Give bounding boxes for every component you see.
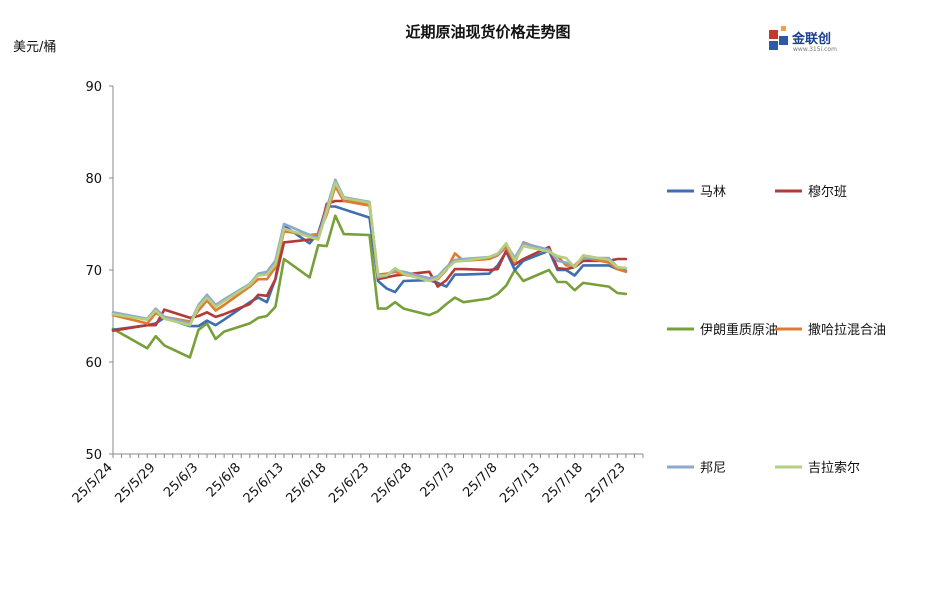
legend-label: 马林 [700,185,726,200]
x-tick-label: 25/6/23 [326,460,372,506]
legend-label: 穆尔班 [808,185,847,200]
x-tick-label: 25/6/13 [241,460,287,506]
brand-logo: 金联创 www.315i.com [769,26,837,53]
x-tick-label: 25/7/18 [540,460,586,506]
legend-label: 邦尼 [700,461,726,476]
y-tick-label: 70 [85,264,102,279]
x-tick-label: 25/7/13 [497,460,543,506]
logo-mark-icon [769,26,788,50]
x-tick-label: 25/5/24 [70,460,116,506]
x-tick-label: 25/7/23 [583,460,629,506]
legend-label: 吉拉索尔 [808,461,860,476]
series-lines [111,178,628,359]
x-tick-label: 25/7/8 [460,460,500,500]
x-tick-label: 25/6/8 [204,460,244,500]
logo-text: 金联创 [791,31,831,47]
logo-subtext: www.315i.com [793,46,837,53]
x-tick-label: 25/5/29 [113,460,159,506]
chart-title: 近期原油现货价格走势图 [405,23,570,41]
series-line-5 [111,181,628,327]
x-tick-label: 25/6/18 [283,460,329,506]
series-line-0 [111,205,628,332]
y-tick-label: 90 [85,80,102,95]
x-tick-label: 25/6/3 [161,460,201,500]
y-tick-label: 80 [85,172,102,187]
axes: 50 60 70 80 90 [85,80,644,463]
y-tick-label: 60 [85,356,102,371]
legend-label: 撒哈拉混合油 [808,322,886,338]
x-tick-label: 25/6/28 [369,460,415,506]
y-axis-unit-label: 美元/桶 [13,40,56,55]
series-line-2 [111,214,628,359]
x-tick-label: 25/7/3 [418,460,458,500]
y-tick-label: 50 [85,448,102,463]
legend-label: 伊朗重质原油 [700,322,778,338]
